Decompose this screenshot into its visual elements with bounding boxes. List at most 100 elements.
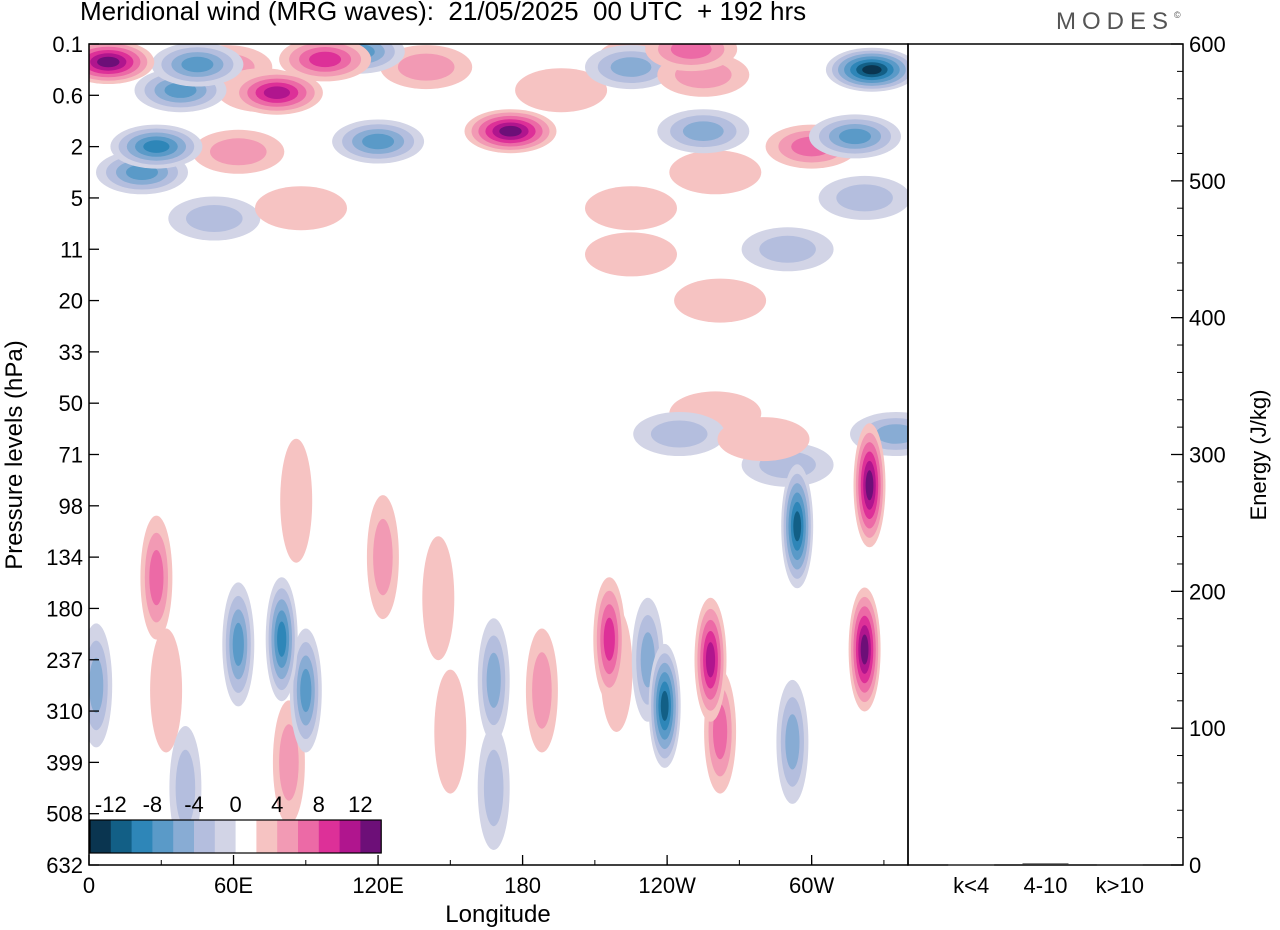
contour-band: [610, 57, 652, 77]
y-tick-label: 5: [71, 186, 83, 211]
contour-band: [674, 278, 767, 323]
contour-band: [149, 550, 164, 606]
colorbar-cell: [152, 820, 174, 853]
contour-band: [255, 186, 347, 231]
contour-band: [126, 164, 158, 180]
heatmap-feature: [825, 47, 908, 92]
colorbar-cell: [194, 820, 216, 853]
contour-band: [669, 150, 762, 195]
heatmap-feature: [89, 623, 113, 748]
heatmap-feature: [89, 44, 155, 84]
colorbar-cell: [131, 820, 153, 853]
colorbar-cell: [214, 820, 236, 853]
modes-logo: MODES©: [1056, 8, 1181, 36]
x-tick-label: 60W: [789, 873, 834, 898]
contour-band: [434, 669, 467, 794]
contour-band: [422, 536, 455, 661]
colorbar-label: -8: [143, 792, 163, 817]
y-tick-label: 134: [46, 545, 83, 570]
heatmap-feature: [255, 186, 347, 231]
y-tick-label: 71: [59, 443, 83, 468]
colorbar-label: 12: [348, 792, 372, 817]
contour-band: [862, 65, 882, 75]
y-tick-label: 2: [71, 135, 83, 160]
contour-band: [836, 184, 893, 212]
colorbar-cell: [110, 820, 132, 853]
contour-band: [362, 133, 395, 150]
energy-tick-label: 100: [1189, 716, 1226, 741]
contour-band: [865, 470, 874, 501]
heatmap-feature: [192, 129, 285, 174]
colorbar-label: 8: [313, 792, 325, 817]
y-tick-label: 11: [60, 237, 83, 262]
contour-band: [280, 438, 313, 563]
y-tick-label: 180: [46, 596, 83, 621]
heatmap-feature: [585, 232, 677, 277]
heatmap-feature: [279, 44, 372, 82]
heatmap-feature: [657, 109, 750, 154]
contour-band: [175, 749, 196, 827]
contour-band: [759, 235, 816, 263]
contour-band: [483, 749, 504, 827]
heatmap-feature: [434, 669, 467, 794]
energy-tick-label: 0: [1189, 853, 1201, 878]
colorbar-label: 4: [271, 792, 283, 817]
y-tick-label: 50: [59, 391, 83, 416]
x-tick-label: 180: [504, 873, 541, 898]
heatmap-feature: [477, 726, 510, 850]
energy-category-label: k<4: [953, 873, 989, 898]
energy-bar: [1022, 863, 1069, 865]
heatmap-feature: [289, 628, 322, 753]
contour-band: [585, 232, 677, 277]
contour-band: [309, 51, 342, 68]
energy-bar: [948, 864, 995, 866]
heatmap-feature: [265, 577, 298, 702]
heatmap-feature: [669, 150, 762, 195]
heatmap-feature: [717, 417, 810, 462]
x-axis-label: Longitude: [445, 901, 550, 928]
contour-band: [263, 86, 290, 99]
chart-title: Meridional wind (MRG waves): 21/05/2025 …: [80, 0, 807, 26]
contour-band: [532, 652, 552, 729]
heatmap-feature: [848, 587, 881, 712]
heatmap-feature: [585, 186, 677, 231]
contour-band: [181, 56, 214, 73]
heatmap-feature: [150, 628, 183, 753]
heatmap-feature: [280, 438, 313, 563]
contour-band: [875, 424, 908, 444]
contour-band: [397, 53, 455, 81]
heatmap-feature: [648, 643, 681, 768]
x-tick-label: 60E: [214, 873, 253, 898]
y-tick-label: 33: [59, 340, 83, 365]
contour-band: [705, 642, 716, 678]
energy-axis: 0 100 200 300 400 500 600: [1171, 32, 1226, 878]
x-tick-label: 120E: [352, 873, 403, 898]
heatmap-feature: [477, 618, 510, 743]
heatmap-feature: [332, 119, 425, 164]
heatmap-feature: [781, 464, 814, 589]
heatmap-feature: [464, 109, 557, 154]
heatmap-feature: [110, 124, 203, 169]
heatmap-feature: [422, 536, 455, 661]
energy-tick-label: 300: [1189, 443, 1226, 468]
heatmap-feature: [222, 582, 255, 707]
heatmap-feature: [593, 577, 626, 702]
energy-panel: k<4 4-10 k>10: [948, 863, 1144, 898]
contour-band: [232, 622, 244, 667]
y-tick-label: 20: [59, 289, 83, 314]
heatmap: [89, 44, 908, 850]
contour-band: [143, 140, 170, 153]
energy-tick-label: 500: [1189, 169, 1226, 194]
heatmap-feature: [674, 278, 767, 323]
contour-band: [186, 205, 243, 232]
colorbar-cell: [360, 820, 382, 853]
colorbar-label: -4: [184, 792, 204, 817]
y-tick-label: 0.1: [52, 32, 83, 57]
logo-mark: ©: [1174, 10, 1181, 20]
energy-tick-label: 600: [1189, 32, 1226, 57]
x-tick-label: 120W: [638, 873, 696, 898]
contour-band: [97, 56, 120, 68]
contour-band: [515, 68, 608, 113]
